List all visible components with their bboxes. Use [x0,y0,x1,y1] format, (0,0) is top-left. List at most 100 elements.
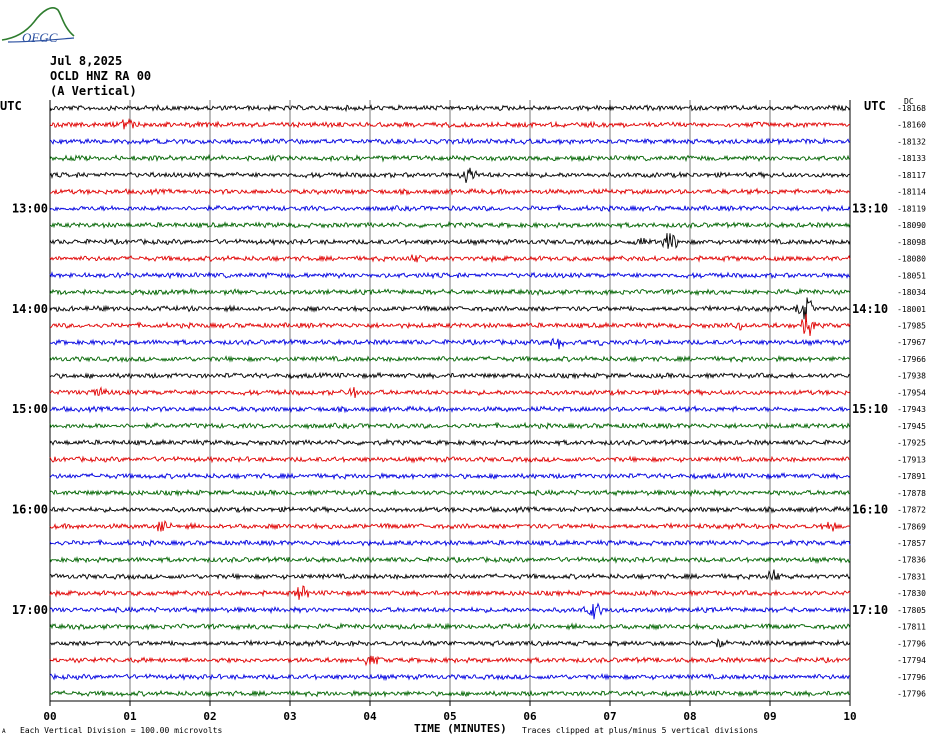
hour-label-left: 14:00 [12,302,48,316]
x-tick-label: 01 [123,710,137,723]
trace-row [49,386,851,399]
x-tick-label: 00 [43,710,56,723]
trace-row [50,313,851,336]
dc-offset-label: -18117 [897,171,926,180]
dc-offset-label: -17891 [897,472,926,481]
hour-label-right: 13:10 [852,201,888,215]
vertical-division-note: Each Vertical Division = 100.00 microvol… [20,726,223,735]
dc-offset-label: -17836 [897,556,926,565]
clip-note: Traces clipped at plus/minus 5 vertical … [522,726,759,735]
dc-offset-label: -18132 [897,137,926,146]
dc-offset-label: -18080 [897,255,926,264]
trace-row [49,672,851,682]
dc-offset-label: -17857 [897,539,926,548]
x-tick-label: 05 [443,710,456,723]
dc-offset-label: -17925 [897,439,926,448]
hour-label-right: 16:10 [852,503,888,517]
ofgc-logo: OFGC [1,7,75,44]
hour-label-right: 17:10 [852,603,888,617]
trace-row [49,622,851,631]
dc-offset-label: -18119 [897,204,926,213]
dc-offset-label: -18090 [897,221,926,230]
dc-offset-label: -17943 [897,405,926,414]
dc-offset-label: -18114 [897,188,926,197]
grid [49,100,851,702]
trace-row [49,271,851,280]
dc-offset-label: -17796 [897,673,926,682]
dc-offset-label: -17811 [897,623,926,632]
dc-offset-label: -17913 [897,455,926,464]
trace-row [49,569,851,581]
dc-offset-label: -17878 [897,489,926,498]
dc-offset-label: -17869 [897,522,926,531]
trace-row [49,220,851,230]
dc-offset-label: -17967 [897,338,926,347]
utc-label-left: UTC [0,99,22,113]
trace-row [49,204,851,213]
dc-offset-label: -17966 [897,355,926,364]
hour-label-right: 14:10 [852,302,888,316]
x-tick-label: 10 [843,710,856,723]
dc-offset-label: -18133 [897,154,926,163]
x-tick-label: 08 [683,710,696,723]
trace-row [49,471,851,481]
trace-row [49,585,851,600]
trace-row [49,520,851,532]
trace-row [49,297,851,322]
logo-mountain-curve [1,7,75,41]
trace-row [49,602,851,620]
utc-label-right: UTC [864,99,886,113]
x-tick-label: 03 [283,710,296,723]
x-tick-label: 07 [603,710,616,723]
plot-date: Jul 8,2025 [50,54,123,68]
dc-offset-label: -18160 [897,121,926,130]
trace-row [49,655,851,667]
trace-row [49,404,851,414]
dc-offset-label: -17954 [897,388,926,397]
x-tick-label: 09 [763,710,776,723]
dc-offset-label: -17794 [897,656,926,665]
hour-label-left: 15:00 [12,402,48,416]
trace-row [49,103,851,113]
hour-label-left: 17:00 [12,603,48,617]
trace-row [49,371,851,380]
dc-offset-label: -17938 [897,372,926,381]
station-channel: OCLD HNZ RA 00 [50,69,152,83]
dc-offset-label: -17872 [897,506,926,515]
trace-row [49,689,851,698]
trace-row [49,167,851,183]
x-tick-label: 04 [363,710,377,723]
trace-row [49,505,851,514]
dc-offset-label: -18001 [897,305,926,314]
trace-row [49,137,851,146]
trace-row [49,337,851,350]
x-axis-title: TIME (MINUTES) [414,722,507,735]
trace-row [49,233,851,249]
logo-ground-curve [7,37,75,43]
trace-row [49,455,851,464]
trace-row [49,555,851,564]
dc-offset-label: -18098 [897,238,926,247]
labels: 00 01 02 03 04 05 06 07 08 09 10 -18168 -18160 -18132… [12,104,926,723]
footer-mark: A [2,728,6,735]
dc-offset-label: -18051 [897,271,926,280]
x-tick-label: 06 [523,710,537,723]
trace-row [49,638,851,648]
dc-offset-label: -17945 [897,422,926,431]
dc-offset-label: -17830 [897,589,926,598]
component-label: (A Vertical) [50,84,137,98]
logo-text: OFGC [22,30,58,44]
trace-row [49,421,851,430]
hour-label-left: 13:00 [12,201,48,215]
trace-row [49,187,851,196]
trace-row [49,287,851,297]
traces [49,103,851,698]
dc-offset-label: -17796 [897,690,926,699]
dc-label: DC [904,97,914,106]
trace-row [49,354,851,364]
trace-row [49,254,851,263]
trace-row [49,538,851,547]
trace-row [49,117,851,130]
hour-label-left: 16:00 [12,503,48,517]
